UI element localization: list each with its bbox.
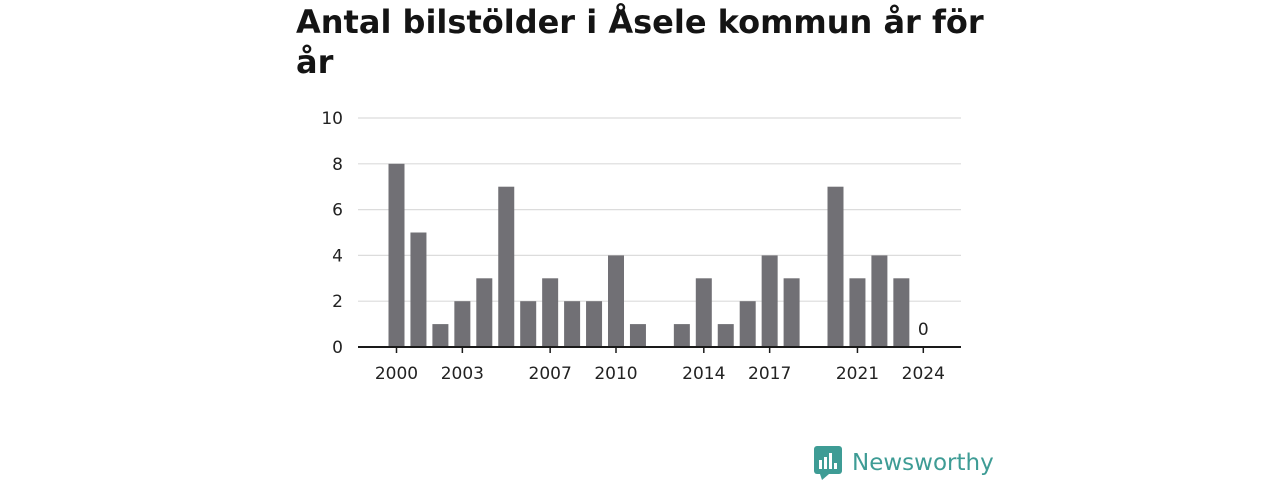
bar-2009: [586, 301, 603, 347]
x-tick-label: 2024: [902, 364, 945, 384]
bar-2023: [893, 278, 910, 347]
x-tick-label: 2010: [594, 364, 637, 384]
bar-2000: [388, 163, 405, 347]
chart-title: Antal bilstölder i Åsele kommun år för å…: [296, 3, 984, 81]
bar-2021: [849, 278, 866, 347]
bar-2011: [629, 324, 646, 347]
y-tick-label: 2: [332, 292, 343, 312]
x-tick-label: 2007: [529, 364, 572, 384]
bar-2002: [432, 324, 449, 347]
bar-2004: [476, 278, 493, 347]
x-tick-label: 2017: [748, 364, 791, 384]
bar-2007: [542, 278, 559, 347]
bar-2018: [783, 278, 800, 347]
data-labels: 0: [918, 320, 929, 340]
bar-2016: [739, 301, 756, 347]
bar-2008: [564, 301, 581, 347]
y-tick-label: 8: [332, 155, 343, 175]
x-axis-ticks: 2000 2003 2007 2010 2014 2017 2021 2024: [375, 347, 945, 384]
x-tick-label: 2000: [375, 364, 418, 384]
bar-2010: [608, 255, 624, 347]
brand-name: Newsworthy: [852, 450, 994, 476]
y-tick-label: 0: [332, 338, 343, 358]
y-tick-label: 10: [321, 109, 343, 129]
gridlines: [358, 117, 961, 302]
x-tick-label: 2014: [682, 364, 725, 384]
y-axis-ticks: 0 2 4 6 8 10: [321, 109, 343, 358]
bars: [388, 163, 910, 347]
y-tick-label: 6: [332, 201, 343, 221]
x-tick-label: 2021: [836, 364, 879, 384]
bar-chart-icon: [814, 446, 842, 480]
y-tick-label: 4: [332, 246, 343, 266]
data-label: 0: [918, 320, 929, 340]
bar-2005: [498, 186, 515, 347]
bar-2014: [695, 278, 712, 347]
x-tick-label: 2003: [441, 364, 484, 384]
bar-2013: [673, 324, 690, 347]
bar-2022: [871, 255, 888, 347]
bar-2017: [761, 255, 778, 347]
bar-2020: [827, 186, 844, 347]
bar-2015: [717, 324, 734, 347]
newsworthy-logo: Newsworthy: [814, 446, 994, 480]
bar-2003: [454, 301, 471, 347]
bar-2006: [520, 301, 537, 347]
bar-2001: [410, 232, 427, 347]
